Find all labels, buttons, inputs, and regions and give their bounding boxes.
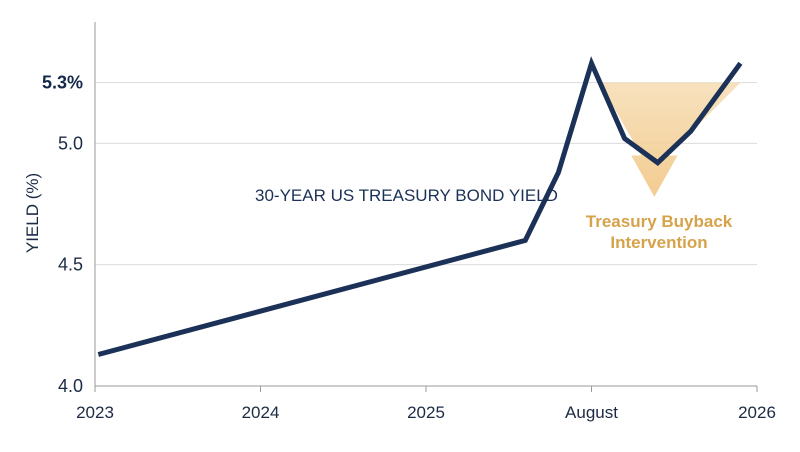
axes <box>94 22 758 392</box>
y-tick-label: 5.0 <box>58 133 83 153</box>
buyback-highlight <box>599 82 741 197</box>
series-layer <box>97 56 743 357</box>
x-tick-label: 2025 <box>407 403 445 422</box>
annotation-line-1: Treasury Buyback <box>586 212 733 231</box>
buyback-arrow-shape <box>599 82 741 197</box>
y-axis-label: YIELD (%) <box>23 173 42 253</box>
annotation-line-2: Intervention <box>610 233 707 252</box>
y-tick-label: 5.3% <box>42 73 83 93</box>
x-tick-label: 2026 <box>738 403 776 422</box>
x-tick-label: August <box>565 403 618 422</box>
label-layer: YIELD (%) 30-YEAR US TREASURY BOND YIELD… <box>23 73 776 422</box>
y-tick-label: 4.5 <box>58 255 83 275</box>
x-tick-label: 2023 <box>76 403 114 422</box>
y-tick-label: 4.0 <box>58 376 83 396</box>
x-tick-label: 2024 <box>242 403 280 422</box>
series-line-30yr-yield <box>97 56 743 357</box>
series-label: 30-YEAR US TREASURY BOND YIELD <box>255 186 558 205</box>
